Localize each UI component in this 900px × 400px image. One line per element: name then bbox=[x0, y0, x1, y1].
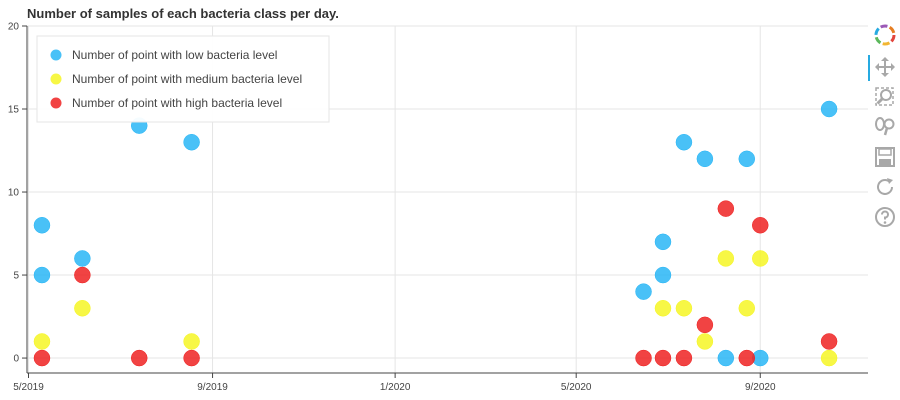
y-tick-label: 15 bbox=[8, 105, 20, 116]
data-point bbox=[183, 349, 200, 367]
data-point bbox=[675, 133, 693, 151]
legend-label: Number of point with high bacteria level bbox=[72, 96, 282, 110]
y-tick-label: 20 bbox=[8, 22, 20, 33]
data-point bbox=[183, 333, 200, 350]
data-point bbox=[820, 100, 838, 118]
data-point bbox=[183, 133, 200, 151]
data-point bbox=[696, 316, 714, 334]
legend-marker bbox=[50, 73, 62, 85]
data-point bbox=[635, 283, 652, 300]
save-icon[interactable] bbox=[874, 146, 896, 168]
data-point bbox=[33, 349, 51, 367]
data-point bbox=[696, 150, 714, 168]
data-point bbox=[654, 299, 672, 317]
x-tick-label: 5/2019 bbox=[13, 382, 44, 393]
x-tick-label: 9/2020 bbox=[745, 382, 776, 393]
legend: Number of point with low bacteria level N… bbox=[36, 35, 330, 123]
chart-title: Number of samples of each bacteria class… bbox=[27, 6, 339, 21]
data-points bbox=[33, 100, 838, 367]
toolbar bbox=[868, 22, 898, 242]
data-point bbox=[654, 233, 672, 251]
data-point bbox=[696, 333, 714, 350]
data-point bbox=[820, 349, 838, 367]
data-point bbox=[74, 250, 91, 267]
x-tick-label: 9/2019 bbox=[197, 382, 228, 393]
axes: 0 5 10 15 20 5/2019 9/2019 1/2020 5/2020 9/2020 bbox=[8, 22, 868, 393]
data-point bbox=[675, 349, 693, 367]
data-point bbox=[738, 349, 756, 367]
data-point bbox=[130, 349, 148, 367]
active-tool-indicator bbox=[868, 55, 870, 81]
reset-icon[interactable] bbox=[874, 176, 896, 198]
y-tick-label: 0 bbox=[13, 354, 19, 365]
data-point bbox=[654, 266, 672, 284]
series-2 bbox=[33, 250, 838, 367]
data-point bbox=[675, 299, 693, 317]
data-point bbox=[33, 266, 51, 284]
data-point bbox=[33, 216, 51, 234]
data-point bbox=[717, 200, 735, 217]
series-1 bbox=[33, 100, 838, 367]
y-tick-label: 5 bbox=[13, 271, 19, 282]
box-zoom-icon[interactable] bbox=[874, 86, 896, 108]
grid bbox=[27, 25, 868, 373]
y-tick-label: 10 bbox=[8, 188, 20, 199]
data-point bbox=[738, 299, 756, 317]
help-icon[interactable] bbox=[874, 206, 896, 228]
data-point bbox=[717, 250, 735, 267]
legend-box bbox=[36, 35, 330, 123]
legend-marker bbox=[50, 49, 62, 61]
data-point bbox=[74, 299, 91, 317]
data-point bbox=[752, 250, 769, 267]
bokeh-logo-icon[interactable] bbox=[874, 24, 896, 46]
wheel-zoom-icon[interactable] bbox=[874, 116, 896, 138]
series-3 bbox=[33, 200, 838, 367]
x-tick-label: 1/2020 bbox=[380, 382, 411, 393]
data-point bbox=[74, 266, 91, 284]
legend-label: Number of point with low bacteria level bbox=[72, 48, 277, 62]
data-point bbox=[654, 349, 672, 367]
data-point bbox=[820, 333, 838, 350]
data-point bbox=[33, 333, 51, 350]
x-tick-label: 5/2020 bbox=[561, 382, 592, 393]
pan-icon[interactable] bbox=[874, 56, 896, 78]
data-point bbox=[738, 150, 756, 168]
data-point bbox=[635, 349, 652, 367]
legend-marker bbox=[50, 97, 62, 109]
data-point bbox=[752, 216, 769, 234]
data-point bbox=[717, 349, 735, 367]
legend-label: Number of point with medium bacteria lev… bbox=[72, 72, 302, 86]
